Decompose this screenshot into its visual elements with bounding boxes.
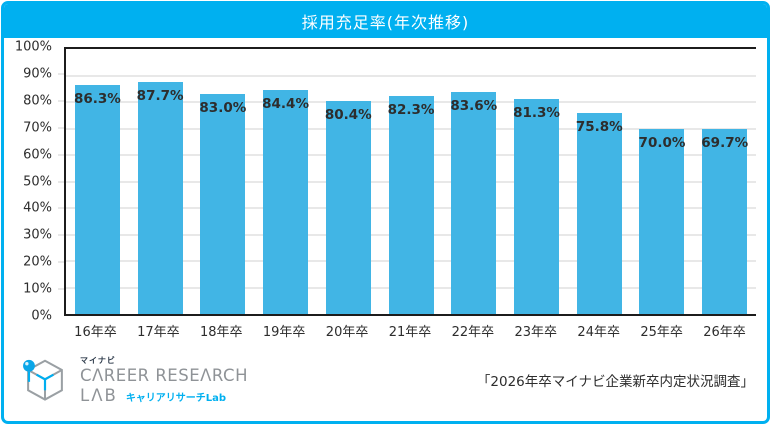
y-tick-mark [58,207,64,210]
bar-slot: 84.4% [254,49,317,314]
source-citation: 「2026年卒マイナビ企業新卒内定状況調査」 [476,374,754,390]
bar: 70.0% [638,128,686,314]
bar: 86.3% [73,85,121,314]
bar-slot: 81.3% [505,49,568,314]
logo-cube-icon [23,359,63,401]
y-tick-mark [58,72,64,75]
x-tick-label: 25年卒 [640,325,683,340]
bar-value-label: 75.8% [575,119,623,136]
bar-slot: 87.7% [129,49,192,314]
y-axis-ticks [58,47,64,316]
bar: 81.3% [513,98,560,314]
x-tick-label: 24年卒 [577,325,620,340]
y-tick-label: 50% [23,174,52,189]
bar-slot: 86.3% [66,49,129,314]
y-tick-mark [58,234,64,237]
x-tick-label: 19年卒 [262,325,306,340]
plot-area: 86.3% 87.7% 83.0% 84.4% 80.4% 82.3% 83.6% 81.3%… [64,47,756,316]
bar-slot: 83.0% [191,49,254,314]
x-tick-label: 16年卒 [74,325,117,340]
bar-slot: 70.0% [631,49,694,314]
y-tick-label: 70% [23,120,52,136]
bar-value-label: 86.3% [73,91,121,108]
logo-brand-lab: LΛB [80,386,118,406]
bar-value-label: 81.3% [513,104,560,121]
y-tick-label: 10% [23,281,52,297]
y-tick-label: 60% [23,147,52,163]
x-tick-label: 23年卒 [514,325,558,340]
bar-value-label: 83.6% [450,98,498,115]
chart-title: 採用充足率(年次推移) [301,13,470,32]
y-tick-label: 0% [31,308,52,324]
x-tick-label: 22年卒 [451,325,495,340]
bar: 80.4% [324,100,372,314]
bar: 87.7% [136,81,184,314]
x-tick-label: 21年卒 [388,325,432,340]
bar-value-label: 84.4% [262,96,309,113]
y-tick-mark [58,99,64,102]
x-axis-labels: 16年卒 17年卒 18年卒 19年卒 20年卒 21年卒 22年卒 23年卒 24年卒 25年卒… [64,321,756,340]
bar-value-label: 70.0% [638,134,686,151]
bar-slot: 83.6% [442,49,505,314]
y-tick-mark [58,126,64,129]
bar: 75.8% [575,113,623,314]
bar-slot: 82.3% [380,49,443,314]
y-tick-mark [58,153,64,156]
logo-brand-jp: マイナビ [80,355,116,365]
logo-brand-sub-jp: キャリアリサーチLab [125,393,227,405]
gridline [66,74,756,77]
y-tick-mark [58,180,64,183]
x-tick-label: 26年卒 [703,325,746,340]
bar-value-label: 87.7% [136,87,184,104]
bar-series: 86.3% 87.7% 83.0% 84.4% 80.4% 82.3% 83.6% 81.3%… [66,49,756,314]
logo-text: マイナビ CΛREER RESEΛRCH LΛB キャリアリサーチLab [80,356,248,406]
y-tick-label: 80% [23,93,52,109]
y-tick-label: 40% [23,200,52,216]
chart-title-bar: 採用充足率(年次推移) [4,4,767,38]
bar-slot: 69.7% [693,49,756,314]
bar-slot: 80.4% [317,49,380,314]
y-tick-label: 90% [23,66,52,82]
bar: 83.6% [450,92,498,314]
bar-value-label: 80.4% [324,106,372,123]
x-tick-label: 17年卒 [137,325,180,340]
y-tick-label: 30% [23,227,52,243]
logo-brand-main: CΛREER RESEΛRCH [80,366,248,386]
mynavi-career-research-lab-logo: マイナビ CΛREER RESEΛRCH LΛB キャリアリサーチLab [18,354,248,408]
bar: 82.3% [387,95,435,314]
footer: マイナビ CΛREER RESEΛRCH LΛB キャリアリサーチLab 「20… [4,344,767,421]
y-tick-label: 100% [14,39,52,55]
bar-value-label: 69.7% [701,135,749,152]
chart-area: 100% 90% 80% 70% 60% 50% 40% 30% 20% 10% 0% 86.3% 8… [4,38,767,344]
bar: 84.4% [262,90,309,314]
x-tick-label: 20年卒 [325,325,369,340]
y-tick-mark [58,261,64,264]
x-tick-label: 18年卒 [199,325,243,340]
bar-slot: 75.8% [568,49,631,314]
y-axis-labels: 100% 90% 80% 70% 60% 50% 40% 30% 20% 10% 0% [4,40,56,324]
bar: 69.7% [701,129,749,314]
bar-value-label: 83.0% [199,100,247,117]
y-tick-mark [58,288,64,291]
logo-brand-row: LΛB キャリアリサーチLab [80,386,248,406]
y-tick-label: 20% [23,254,52,270]
bar: 83.0% [199,94,247,314]
bar-value-label: 82.3% [387,101,435,118]
